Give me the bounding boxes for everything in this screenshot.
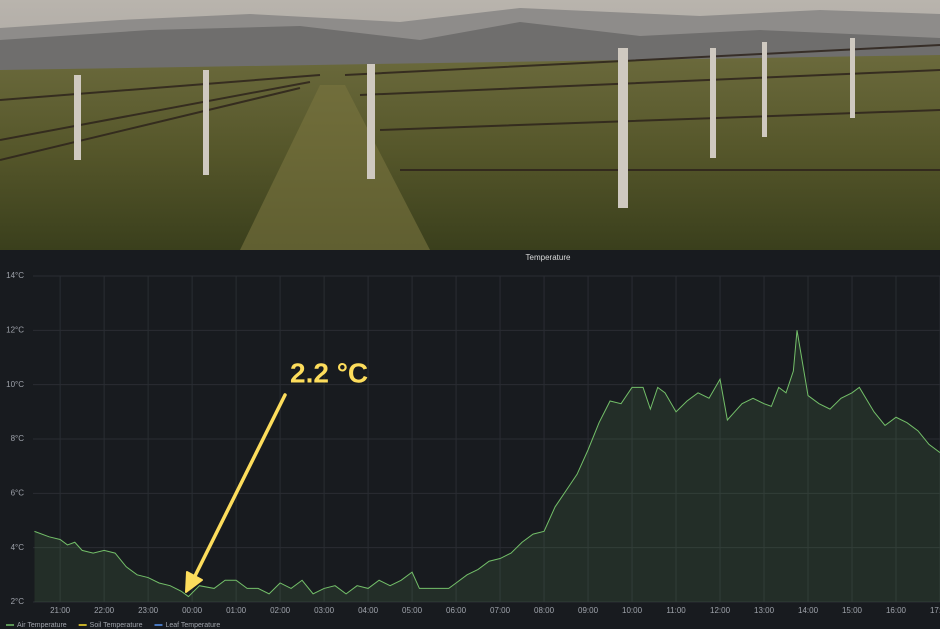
y-tick-label: 12°C (6, 325, 24, 334)
x-tick-label: 14:00 (798, 606, 819, 615)
x-tick-label: 00:00 (182, 606, 203, 615)
y-tick-label: 8°C (11, 434, 25, 443)
x-tick-label: 15:00 (842, 606, 863, 615)
x-tick-label: 17:00 (930, 606, 940, 615)
plot: 2°C 4°C 6°C 8°C 10°C 12°C 14°C 21:00 22:00 23:00 0… (6, 271, 940, 629)
annotation-arrow (190, 393, 287, 584)
x-tick-label: 09:00 (578, 606, 599, 615)
annotation: 2.2 °C (290, 357, 368, 388)
y-tick-label: 4°C (11, 543, 25, 552)
photo (0, 0, 940, 250)
x-tick-label: 21:00 (50, 606, 71, 615)
x-tick-label: 03:00 (314, 606, 335, 615)
area (34, 330, 940, 602)
legend-label: Soil Temperature (90, 622, 143, 629)
y-tick-label: 14°C (6, 271, 24, 280)
x-tick-label: 04:00 (358, 606, 379, 615)
x-tick-label: 13:00 (754, 606, 775, 615)
legend-label: Leaf Temperature (165, 622, 220, 629)
x-tick-label: 08:00 (534, 606, 555, 615)
x-tick-label: 16:00 (886, 606, 907, 615)
x-tick-label: 07:00 (490, 606, 511, 615)
x-tick-label: 10:00 (622, 606, 643, 615)
annotation-arrowhead (185, 571, 203, 593)
x-tick-label: 22:00 (94, 606, 115, 615)
chart-title: Temperature (526, 253, 571, 262)
line (34, 330, 940, 598)
x-tick-label: 11:00 (666, 606, 686, 615)
x-tick-label: 12:00 (710, 606, 731, 615)
y-tick-label: 10°C (6, 380, 24, 389)
y-tick-label: 6°C (11, 488, 25, 497)
y-tick-label: 2°C (11, 597, 25, 606)
x-tick-label: 23:00 (138, 606, 159, 615)
x-tick-label: 05:00 (402, 606, 423, 615)
legend-label: Air Temperature (17, 622, 67, 629)
x-tick-label: 01:00 (226, 606, 247, 615)
x-tick-label: 02:00 (270, 606, 291, 615)
x-tick-label: 06:00 (446, 606, 467, 615)
